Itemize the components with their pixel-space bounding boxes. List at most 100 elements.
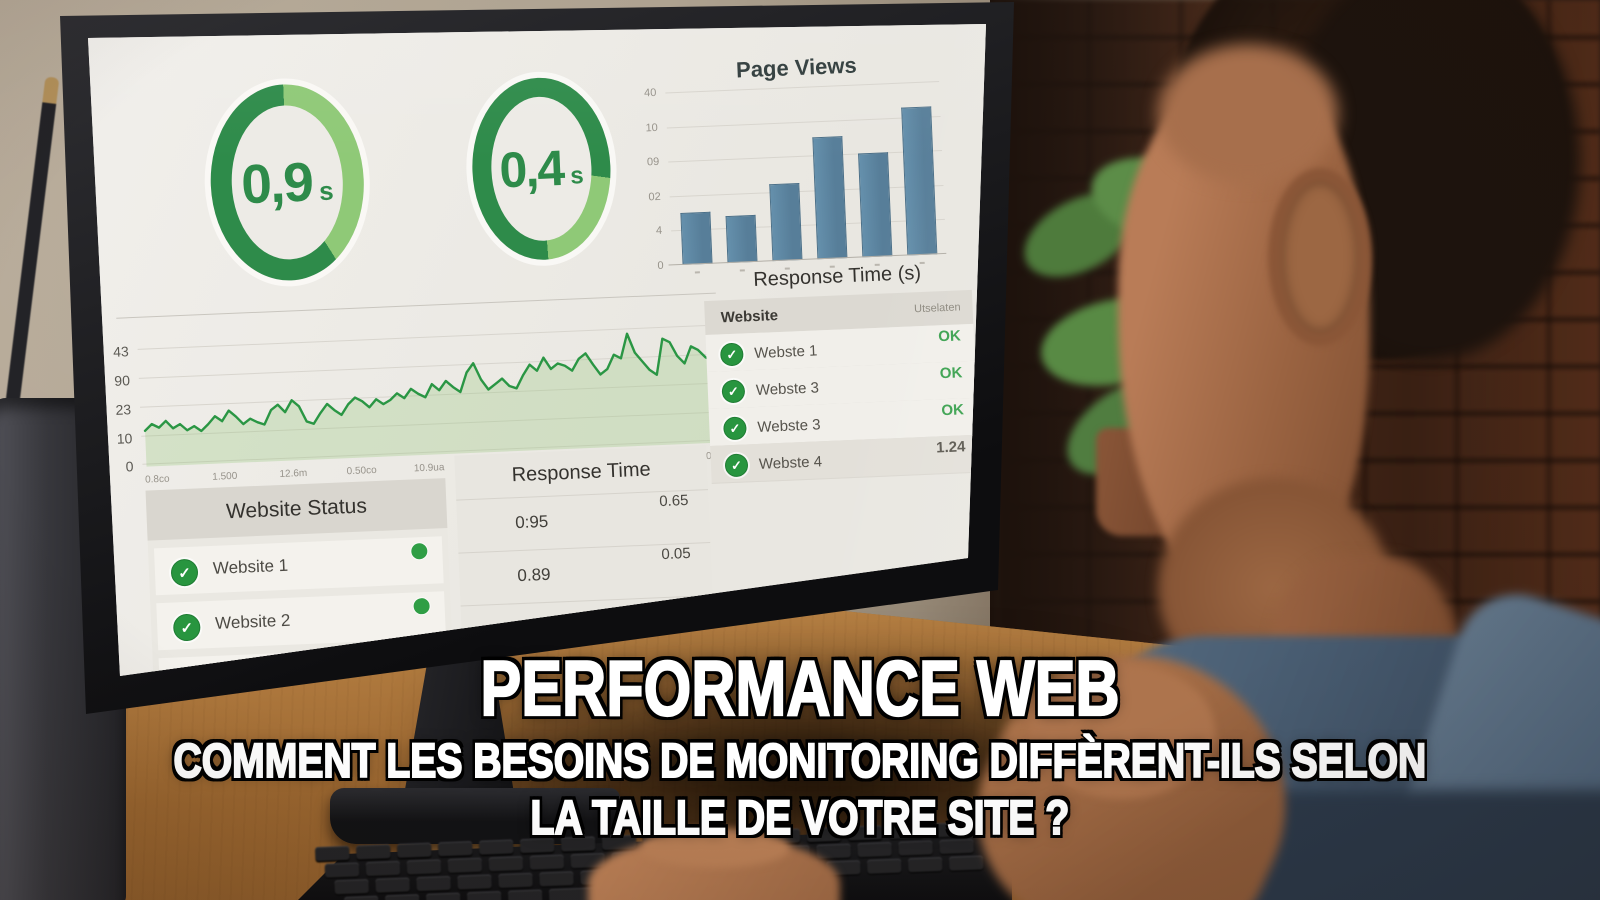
bar	[901, 106, 938, 256]
keyboard-key	[866, 858, 902, 874]
website-name: Webste 1	[753, 342, 818, 363]
keyboard-key	[948, 855, 984, 871]
bar-gridline	[666, 116, 941, 129]
line-series	[143, 332, 714, 433]
gauge-center: 0,9 s	[228, 103, 346, 262]
line-x-tick: 0.8co	[144, 473, 170, 486]
bar-y-tick: 40	[643, 86, 657, 100]
page-views-bar-chart: 40 10 09 02 4 0	[644, 81, 947, 274]
load-time-gauge-2: 0,4 s	[468, 74, 615, 263]
panel-title: Response Time (s)	[752, 261, 922, 291]
line-y-tick: 23	[115, 401, 132, 418]
overlay-title-text: PERFORMANCE WEB	[480, 645, 1121, 734]
keyboard-key	[416, 875, 451, 892]
keyboard-key	[529, 854, 565, 870]
overlay-title: PERFORMANCE WEB	[0, 645, 1600, 734]
keyboard-key	[334, 879, 369, 895]
website-name: Webste 3	[757, 416, 821, 436]
keyboard-key	[498, 872, 533, 889]
overlay-subtitle-text: COMMENT LES BESOINS DE MONITORING DIFFÈR…	[173, 732, 1427, 789]
line-area-fill	[145, 333, 717, 467]
value-left: 0:95	[514, 511, 549, 533]
line-y-tick: 43	[112, 343, 130, 360]
monitor-stand-base	[330, 788, 620, 844]
status-dot-icon	[413, 597, 430, 615]
check-circle-icon: ✓	[170, 558, 199, 587]
overlay-subtitle-line1: COMMENT LES BESOINS DE MONITORING DIFFÈR…	[0, 732, 1600, 789]
page-views-title: Page Views	[735, 52, 858, 83]
status-dot-icon	[410, 542, 428, 560]
keyboard-key	[907, 857, 943, 873]
bar	[858, 152, 893, 258]
line-y-tick: 10	[116, 430, 133, 447]
response-time-panel: Response Time (s) Website Utselaten ✓ We…	[703, 260, 981, 517]
gauge-center: 0,4 s	[488, 94, 595, 243]
line-x-tick: 10.9ua	[413, 462, 445, 475]
person-right-hand	[1030, 664, 1215, 799]
line-chart-svg	[143, 332, 717, 467]
keyboard-key	[425, 892, 461, 900]
person-ear	[1268, 168, 1372, 346]
keyboard-key	[365, 860, 401, 877]
keyboard-key	[457, 874, 492, 890]
check-circle-icon: ✓	[722, 416, 747, 441]
bar-y-tick: 0	[657, 259, 664, 273]
website-name: Website 1	[212, 555, 289, 578]
keyboard-key	[488, 856, 524, 872]
bar-y-tick: 09	[646, 155, 660, 169]
bar	[680, 211, 713, 265]
bar-x-tick	[694, 271, 700, 274]
check-circle-icon: ✓	[719, 342, 744, 367]
keyboard-key	[397, 842, 432, 858]
overlay-subtitle-text2: LA TAILLE DE VOTRE SITE ?	[530, 789, 1070, 846]
load-time-gauge-1: 0,9 s	[206, 81, 368, 284]
column-value: Utselaten	[913, 301, 961, 316]
bar-gridline	[671, 218, 945, 232]
line-y-tick: 0	[125, 458, 134, 475]
keyboard-key	[507, 889, 543, 900]
keyboard-key	[539, 871, 574, 887]
gauge-value: 0,4	[498, 139, 565, 199]
website-name: Webste 3	[755, 379, 820, 399]
gauge-unit: s	[569, 162, 585, 190]
bar	[769, 182, 803, 262]
check-circle-icon: ✓	[172, 613, 201, 642]
status-value: OK	[939, 364, 963, 383]
keyboard-key	[406, 859, 442, 875]
status-value: OK	[937, 327, 962, 346]
gauge-value: 0,9	[240, 150, 314, 216]
person-forehead	[1158, 44, 1338, 184]
keyboard-key	[315, 845, 350, 862]
website-name: Website 2	[214, 610, 291, 633]
line-x-tick: 1.500	[212, 470, 238, 483]
keyboard-key	[356, 844, 391, 860]
bar	[725, 214, 758, 264]
person-shoulder-shadow	[1230, 790, 1600, 900]
value-right: 0.05	[661, 544, 692, 564]
check-circle-icon: ✓	[724, 453, 749, 478]
keyboard-key	[816, 843, 851, 859]
status-value: 1.24	[935, 438, 966, 457]
website-name: Webste 4	[758, 453, 823, 473]
keyboard-key	[385, 894, 420, 900]
keyboard-key	[324, 862, 360, 878]
value-left: 0.89	[517, 564, 551, 586]
line-x-tick: 12.6m	[279, 467, 308, 481]
left-hand-fingers	[640, 828, 790, 868]
value-right: 0.65	[658, 491, 689, 511]
response-time-line-chart: 43 90 23 10 0	[113, 309, 720, 475]
status-value: OK	[941, 401, 965, 420]
bar-y-tick: 02	[648, 190, 661, 204]
check-circle-icon: ✓	[721, 379, 746, 404]
gauge-unit: s	[318, 175, 335, 206]
bar-gridline	[669, 184, 944, 198]
line-x-tick: 0.50co	[346, 464, 377, 478]
bar	[812, 136, 848, 260]
overlay-subtitle-line2: LA TAILLE DE VOTRE SITE ?	[0, 789, 1600, 846]
keyboard-key	[375, 877, 410, 893]
dashboard: 0,9 s 0,4 s Page Views 40 10 09 02 4 0 43 90 23…	[88, 24, 986, 676]
line-y-tick: 90	[114, 372, 131, 389]
column-website: Website	[720, 306, 779, 326]
